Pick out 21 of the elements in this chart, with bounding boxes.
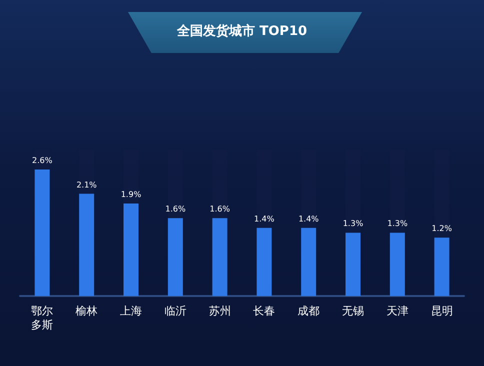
data-label: 1.3%	[387, 219, 408, 228]
data-label: 2.1%	[76, 180, 98, 190]
x-tick-label: 苏州	[208, 304, 231, 318]
chart-title: 全国发货城市 TOP10	[176, 23, 308, 39]
data-label: 2.6%	[32, 156, 53, 165]
x-tick-label: 天津	[386, 304, 408, 318]
data-label: 1.3%	[342, 219, 364, 228]
x-tick-label: 临沂	[164, 304, 186, 318]
x-tick-label: 无锡	[342, 304, 364, 318]
x-tick-label: 昆明	[430, 304, 453, 318]
data-label: 1.6%	[165, 204, 186, 214]
data-label: 1.2%	[432, 224, 452, 234]
data-label: 1.6%	[210, 204, 230, 214]
x-tick-label: 鄂尔多斯	[31, 304, 54, 332]
data-label: 1.4%	[298, 214, 320, 224]
x-tick-label: 榆林	[76, 304, 98, 318]
x-tick-label: 成都	[298, 304, 320, 318]
data-label: 1.4%	[254, 214, 275, 224]
x-tick-label: 长春	[253, 304, 276, 318]
x-tick-label: 上海	[120, 304, 142, 318]
data-label: 1.9%	[120, 190, 142, 200]
